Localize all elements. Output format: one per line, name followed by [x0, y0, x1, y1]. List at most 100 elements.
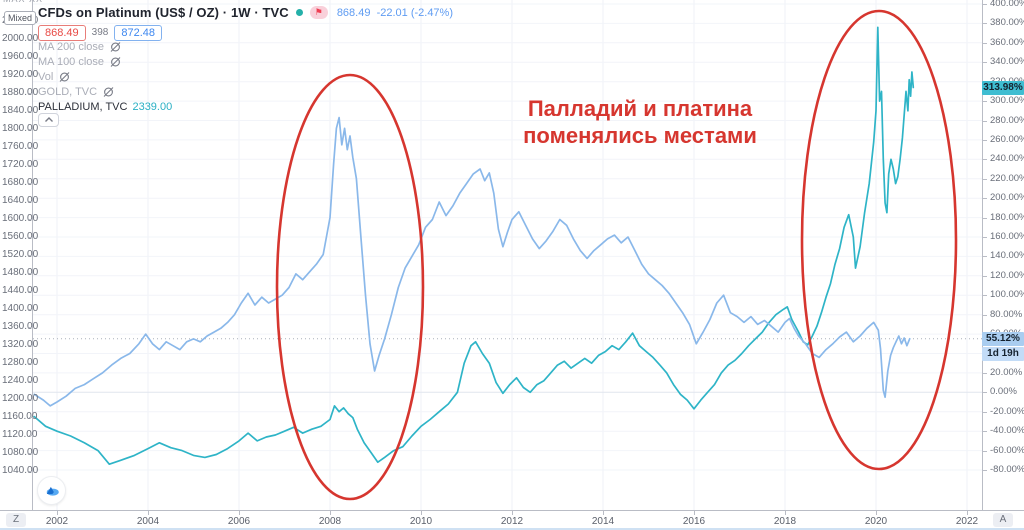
left-axis-tick-label: 1560.00: [2, 231, 39, 242]
left-axis-tick-mark: [29, 309, 33, 310]
time-axis-year-label: 2002: [45, 516, 69, 527]
tradingview-logo-button[interactable]: [37, 476, 66, 505]
time-axis-tick-mark: [57, 511, 58, 515]
time-axis-tick-mark: [330, 511, 331, 515]
annotation-line-1: Палладий и платина: [527, 96, 753, 121]
bar-countdown-badge: 1d 19h: [982, 347, 1024, 361]
right-axis-tick-mark: [983, 101, 987, 102]
left-axis-tick-mark: [29, 39, 33, 40]
left-axis-tick-mark: [29, 201, 33, 202]
left-axis-tick-label: 1400.00: [2, 303, 39, 314]
right-axis-tick-mark: [983, 218, 987, 219]
time-axis[interactable]: Z A 2002 2004 2006 2008 2010 2012 2014 2016 2018…: [0, 510, 1024, 528]
right-axis-tick-mark: [983, 412, 987, 413]
time-axis-tick-mark: [785, 511, 786, 515]
time-axis-tick-mark: [239, 511, 240, 515]
right-axis-tick-label: 100.00%: [990, 289, 1024, 300]
right-axis-tick-label: -60.00%: [990, 445, 1024, 456]
left-axis-tick-label: 1680.00: [2, 177, 39, 188]
left-axis-tick-label: 1240.00: [2, 375, 39, 386]
legend-row-vol[interactable]: Vol: [38, 69, 172, 84]
time-axis-year-label: 2016: [682, 516, 706, 527]
market-open-dot-icon: [295, 9, 303, 16]
time-axis-tick-mark: [421, 511, 422, 515]
right-axis-tick-label: 20.00%: [990, 367, 1023, 378]
right-axis-tick-label: 220.00%: [990, 173, 1024, 184]
left-axis-tick-label: 1080.00: [2, 447, 39, 458]
clipped-toolbar-fragment: MAX XX: [3, 0, 43, 7]
collapse-legend-button[interactable]: [38, 113, 59, 127]
left-axis-tick-label: 1520.00: [2, 249, 39, 260]
right-axis-tick-mark: [983, 159, 987, 160]
right-axis-tick-label: -20.00%: [990, 406, 1024, 417]
left-axis-tick-mark: [29, 129, 33, 130]
market-status-badge: Mixed: [4, 11, 37, 25]
symbol-title[interactable]: CFDs on Platinum (US$ / OZ) · 1W · TVC: [38, 5, 289, 20]
left-axis-tick-mark: [29, 93, 33, 94]
buy-ask-button[interactable]: 872.48: [114, 24, 162, 41]
left-price-axis[interactable]: 2040.002000.001960.001920.001880.001840.…: [0, 0, 38, 510]
time-axis-tick-mark: [694, 511, 695, 515]
left-axis-tick-label: 1960.00: [2, 51, 39, 62]
left-axis-tick-mark: [29, 111, 33, 112]
legend-row-gold-tvc[interactable]: GOLD, TVC: [38, 84, 172, 99]
legend-row-ma-100-close[interactable]: MA 100 close: [38, 54, 172, 69]
chevron-up-icon: [44, 117, 53, 122]
left-axis-tick-label: 1120.00: [2, 429, 38, 440]
right-axis-tick-label: 140.00%: [990, 250, 1024, 261]
left-axis-tick-label: 1440.00: [2, 285, 39, 296]
right-axis-tick-mark: [983, 373, 987, 374]
flag-icon: ⚑: [314, 7, 323, 17]
left-axis-tick-mark: [29, 345, 33, 346]
right-axis-tick-label: 360.00%: [990, 37, 1024, 48]
time-axis-year-label: 2012: [500, 516, 524, 527]
bid-ask-row: 868.49 398 872.48: [38, 24, 453, 41]
right-axis-tick-label: -40.00%: [990, 425, 1024, 436]
right-axis-tick-mark: [983, 179, 987, 180]
left-axis-tick-mark: [29, 435, 33, 436]
left-axis-tick-label: 1040.00: [2, 465, 39, 476]
time-axis-year-label: 2014: [591, 516, 615, 527]
right-axis-tick-label: 0.00%: [990, 386, 1017, 397]
auto-scale-button[interactable]: A: [993, 513, 1013, 527]
flag-symbol-button[interactable]: ⚑: [309, 6, 328, 19]
symbol-title-row[interactable]: CFDs on Platinum (US$ / OZ) · 1W · TVC ⚑…: [38, 4, 453, 21]
left-axis-tick-label: 1760.00: [2, 141, 39, 152]
left-axis-tick-mark: [29, 417, 33, 418]
left-axis-tick-label: 1480.00: [2, 267, 39, 278]
legend-series-value: 2339.00: [132, 100, 173, 113]
timezone-button[interactable]: Z: [6, 513, 26, 527]
right-axis-tick-label: 400.00%: [990, 0, 1024, 9]
legend-row-ma-200-close[interactable]: MA 200 close: [38, 39, 172, 54]
left-axis-tick-label: 1200.00: [2, 393, 39, 404]
legend-row-palladium-tvc[interactable]: PALLADIUM, TVC 2339.00: [38, 100, 173, 113]
left-axis-tick-mark: [29, 255, 33, 256]
left-axis-tick-label: 1360.00: [2, 321, 39, 332]
right-axis-tick-mark: [983, 276, 987, 277]
annotation-ellipse-2008[interactable]: [275, 73, 425, 501]
drawing-text-annotation[interactable]: Палладий и платина поменялись местами: [520, 95, 760, 149]
sell-bid-button[interactable]: 868.49: [38, 24, 86, 41]
eye-off-icon[interactable]: [109, 55, 122, 68]
right-axis-tick-mark: [983, 256, 987, 257]
right-axis-tick-label: 200.00%: [990, 192, 1024, 203]
left-axis-tick-label: 1880.00: [2, 87, 39, 98]
eye-off-icon[interactable]: [109, 40, 122, 53]
eye-off-icon[interactable]: [102, 85, 115, 98]
right-percent-axis[interactable]: 400.00%380.00%360.00%340.00%320.00%300.0…: [982, 0, 1024, 510]
time-axis-tick-mark: [512, 511, 513, 515]
eye-off-icon[interactable]: [58, 70, 71, 83]
left-axis-tick-mark: [29, 219, 33, 220]
right-axis-tick-label: 340.00%: [990, 56, 1024, 67]
right-axis-tick-mark: [983, 237, 987, 238]
platinum-series-line[interactable]: [33, 116, 911, 407]
left-axis-tick-label: 1840.00: [2, 105, 39, 116]
left-axis-tick-mark: [29, 327, 33, 328]
right-axis-tick-label: -80.00%: [990, 464, 1024, 475]
right-axis-tick-mark: [983, 62, 987, 63]
annotation-ellipse-2020[interactable]: [800, 9, 958, 471]
time-axis-year-label: 2022: [955, 516, 979, 527]
palladium-series-line[interactable]: [33, 26, 915, 466]
right-axis-tick-label: 120.00%: [990, 270, 1024, 281]
